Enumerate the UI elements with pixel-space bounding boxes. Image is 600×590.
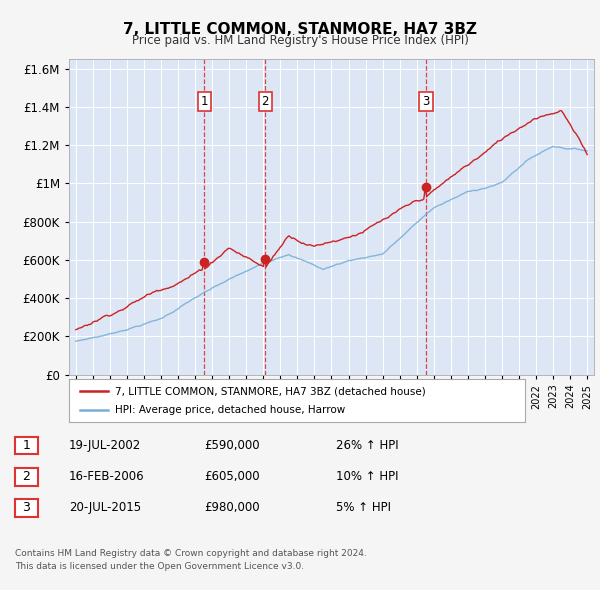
Text: 26% ↑ HPI: 26% ↑ HPI xyxy=(336,439,398,452)
Text: £605,000: £605,000 xyxy=(204,470,260,483)
Text: 5% ↑ HPI: 5% ↑ HPI xyxy=(336,502,391,514)
Text: £980,000: £980,000 xyxy=(204,502,260,514)
Text: 2: 2 xyxy=(22,470,31,483)
Text: Contains HM Land Registry data © Crown copyright and database right 2024.: Contains HM Land Registry data © Crown c… xyxy=(15,549,367,558)
Text: Price paid vs. HM Land Registry's House Price Index (HPI): Price paid vs. HM Land Registry's House … xyxy=(131,34,469,47)
Text: 1: 1 xyxy=(22,439,31,452)
Text: 7, LITTLE COMMON, STANMORE, HA7 3BZ: 7, LITTLE COMMON, STANMORE, HA7 3BZ xyxy=(123,22,477,37)
Text: 16-FEB-2006: 16-FEB-2006 xyxy=(69,470,145,483)
Text: 10% ↑ HPI: 10% ↑ HPI xyxy=(336,470,398,483)
Text: 3: 3 xyxy=(22,502,31,514)
Text: This data is licensed under the Open Government Licence v3.0.: This data is licensed under the Open Gov… xyxy=(15,562,304,571)
Text: 1: 1 xyxy=(200,95,208,108)
Text: 20-JUL-2015: 20-JUL-2015 xyxy=(69,502,141,514)
Text: 19-JUL-2002: 19-JUL-2002 xyxy=(69,439,141,452)
Text: 7, LITTLE COMMON, STANMORE, HA7 3BZ (detached house): 7, LITTLE COMMON, STANMORE, HA7 3BZ (det… xyxy=(115,386,425,396)
Text: 2: 2 xyxy=(262,95,269,108)
Text: £590,000: £590,000 xyxy=(204,439,260,452)
Text: HPI: Average price, detached house, Harrow: HPI: Average price, detached house, Harr… xyxy=(115,405,345,415)
Text: 3: 3 xyxy=(422,95,430,108)
